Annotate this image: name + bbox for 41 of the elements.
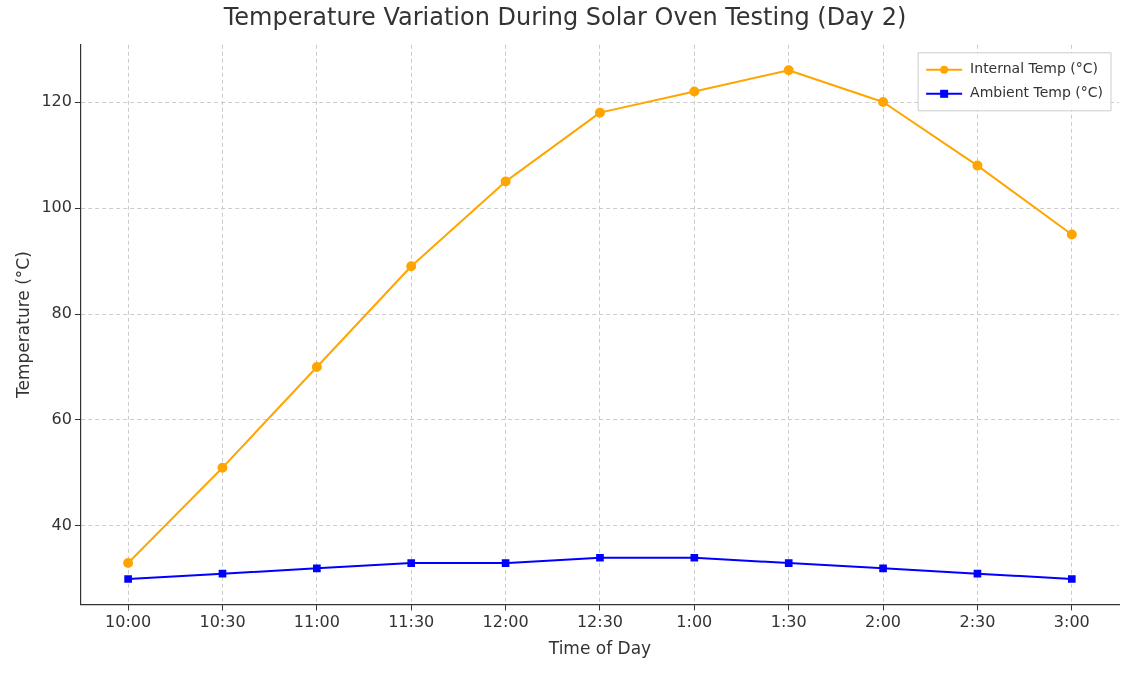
point bbox=[689, 86, 700, 97]
point bbox=[500, 176, 511, 187]
x-tick-label: 1:30 bbox=[770, 612, 807, 632]
x-tick-label: 2:30 bbox=[959, 612, 996, 632]
x-tick-label: 11:30 bbox=[388, 612, 435, 632]
x-tick-label: 12:00 bbox=[482, 612, 529, 632]
point bbox=[596, 553, 604, 562]
point bbox=[1066, 229, 1077, 240]
point bbox=[217, 462, 228, 473]
x-tick-label: 11:00 bbox=[293, 612, 340, 632]
point bbox=[123, 558, 134, 569]
y-tick-label: 120 bbox=[41, 91, 72, 111]
x-axis-title: Time of Day bbox=[547, 638, 652, 659]
legend-label: Ambient Temp (°C) bbox=[970, 84, 1104, 101]
point bbox=[879, 564, 887, 573]
point bbox=[972, 160, 983, 171]
x-tick-label: 1:00 bbox=[676, 612, 713, 632]
y-tick-label: 60 bbox=[51, 409, 72, 429]
point bbox=[1067, 575, 1076, 583]
point bbox=[313, 564, 321, 573]
y-tick-label: 80 bbox=[51, 303, 72, 323]
point bbox=[406, 261, 417, 272]
point bbox=[124, 575, 132, 583]
x-tick-label: 12:30 bbox=[576, 612, 624, 632]
x-tick-label: 2:00 bbox=[865, 612, 902, 632]
x-tick-label: 10:30 bbox=[199, 612, 246, 632]
point bbox=[690, 553, 699, 562]
chart-title: Temperature Variation During Solar Oven Testing (Day 2) bbox=[222, 2, 907, 31]
x-tick-label: 3:00 bbox=[1053, 612, 1090, 632]
point bbox=[878, 97, 889, 108]
y-axis-title: Temperature (°C) bbox=[12, 251, 33, 399]
point bbox=[783, 65, 794, 76]
y-tick-label: 100 bbox=[41, 197, 72, 217]
point bbox=[784, 559, 793, 567]
y-tick-label: 40 bbox=[51, 515, 72, 535]
point bbox=[501, 559, 510, 567]
point bbox=[594, 107, 605, 118]
x-tick-label: 10:00 bbox=[105, 612, 152, 632]
point bbox=[407, 559, 416, 567]
point bbox=[311, 361, 322, 372]
legend-label: Internal Temp (°C) bbox=[970, 60, 1098, 77]
